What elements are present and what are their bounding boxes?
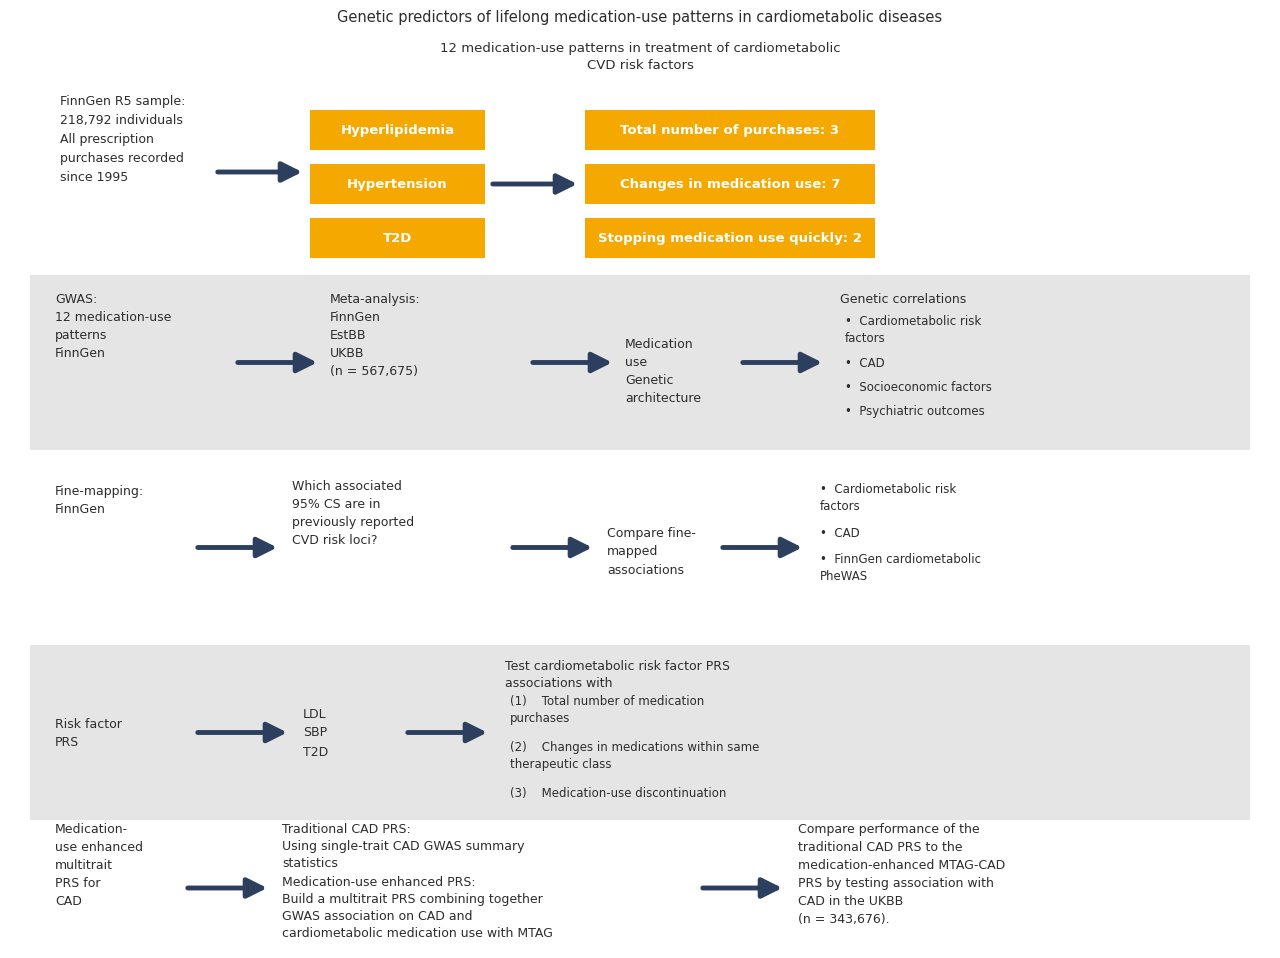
Bar [585,218,876,258]
Text: Genetic predictors of lifelong medication-use patterns in cardiometabolic diseas: Genetic predictors of lifelong medicatio… [338,10,942,25]
Text: 12 medication-use patterns in treatment of cardiometabolic
CVD risk factors: 12 medication-use patterns in treatment … [440,42,840,72]
Text: •  CAD: • CAD [820,527,860,540]
Text: Genetic correlations: Genetic correlations [840,293,966,306]
Text: Changes in medication use: 7: Changes in medication use: 7 [620,177,840,191]
Text: Risk factor
PRS: Risk factor PRS [55,718,122,748]
Text: •  FinnGen cardiometabolic
PheWAS: • FinnGen cardiometabolic PheWAS [820,553,980,583]
Text: FinnGen R5 sample:
218,792 individuals
All prescription
purchases recorded
since: FinnGen R5 sample: 218,792 individuals A… [60,95,186,184]
Text: •  Cardiometabolic risk
factors: • Cardiometabolic risk factors [845,315,982,345]
Bar [310,164,485,204]
Text: (1)    Total number of medication
purchases: (1) Total number of medication purchases [509,695,704,725]
Text: •  Socioeconomic factors: • Socioeconomic factors [845,381,992,394]
Text: Which associated
95% CS are in
previously reported
CVD risk loci?: Which associated 95% CS are in previousl… [292,480,415,547]
Text: •  CAD: • CAD [845,357,884,370]
Text: GWAS:
12 medication-use
patterns
FinnGen: GWAS: 12 medication-use patterns FinnGen [55,293,172,360]
Text: Fine-mapping:
FinnGen: Fine-mapping: FinnGen [55,485,145,516]
Bar [310,110,485,150]
Text: Traditional CAD PRS:: Traditional CAD PRS: [282,823,411,836]
Text: •  Psychiatric outcomes: • Psychiatric outcomes [845,405,984,418]
Text: Total number of purchases: 3: Total number of purchases: 3 [621,124,840,136]
Text: Medication-
use enhanced
multitrait
PRS for
CAD: Medication- use enhanced multitrait PRS … [55,823,143,908]
Text: Medication
use
Genetic
architecture: Medication use Genetic architecture [625,337,701,404]
Text: LDL
SBP
T2D: LDL SBP T2D [303,708,328,759]
Bar [585,110,876,150]
Text: Compare performance of the
traditional CAD PRS to the
medication-enhanced MTAG-C: Compare performance of the traditional C… [797,823,1005,926]
Bar [310,218,485,258]
Text: Compare fine-
mapped
associations: Compare fine- mapped associations [607,528,696,577]
Text: •  Cardiometabolic risk
factors: • Cardiometabolic risk factors [820,483,956,513]
Text: Build a multitrait PRS combining together
GWAS association on CAD and
cardiometa: Build a multitrait PRS combining togethe… [282,893,553,940]
Text: Meta-analysis:
FinnGen
EstBB
UKBB
(n = 567,675): Meta-analysis: FinnGen EstBB UKBB (n = 5… [330,293,421,378]
Text: (3)    Medication-use discontinuation: (3) Medication-use discontinuation [509,787,726,800]
Bar [29,275,1251,450]
Text: Test cardiometabolic risk factor PRS
associations with: Test cardiometabolic risk factor PRS ass… [506,660,730,690]
Bar [585,164,876,204]
Text: Hyperlipidemia: Hyperlipidemia [340,124,454,136]
Text: Stopping medication use quickly: 2: Stopping medication use quickly: 2 [598,232,861,244]
Text: (2)    Changes in medications within same
therapeutic class: (2) Changes in medications within same t… [509,741,759,771]
Text: T2D: T2D [383,232,412,244]
Text: Using single-trait CAD GWAS summary
statistics: Using single-trait CAD GWAS summary stat… [282,840,525,870]
Text: Medication-use enhanced PRS:: Medication-use enhanced PRS: [282,876,476,889]
Text: Hypertension: Hypertension [347,177,448,191]
Bar [29,645,1251,820]
